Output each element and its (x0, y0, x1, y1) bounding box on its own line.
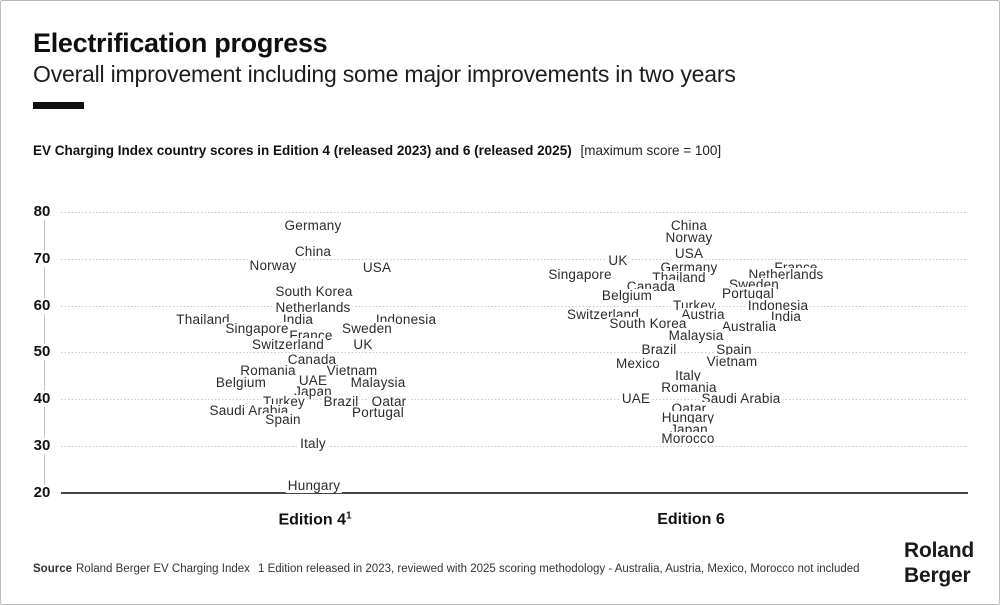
country-label-edition-6-south-korea: South Korea (607, 316, 689, 332)
edition-4-label: Edition 41 (278, 510, 351, 529)
country-label-edition-4-spain: Spain (263, 412, 303, 428)
title-accent-bar (33, 102, 84, 109)
country-label-edition-6-saudi-arabia: Saudi Arabia (699, 391, 783, 407)
country-label-edition-6-morocco: Morocco (659, 431, 717, 447)
country-label-edition-4-usa: USA (360, 260, 394, 276)
footnote: 1 Edition released in 2023, reviewed wit… (258, 563, 860, 575)
country-label-edition-4-qatar: Qatar (369, 393, 409, 409)
country-label-edition-6-china: China (668, 218, 710, 234)
country-label-edition-6-portugal: Portugal (720, 285, 776, 301)
gridline-70 (61, 258, 968, 260)
country-label-edition-4-netherlands: Netherlands (273, 300, 353, 315)
gridline-40 (61, 399, 968, 401)
chart-caption-note: [maximum score = 100] (580, 143, 722, 158)
y-tick-20: 20 (31, 483, 53, 501)
country-label-edition-4-italy: Italy (298, 435, 328, 451)
country-label-edition-4-romania: Romania (238, 363, 298, 379)
country-label-edition-6-uae: UAE (619, 391, 653, 407)
edition-4-footnote-marker: 1 (346, 510, 352, 522)
country-label-edition-4-portugal: Portugal (350, 405, 406, 421)
country-label-edition-6-australia: Australia (719, 318, 779, 334)
logo-line-2: Berger (904, 564, 971, 587)
country-label-edition-4-singapore: Singapore (223, 321, 291, 337)
country-label-edition-4-canada: Canada (285, 351, 339, 367)
country-label-edition-6-norway: Norway (663, 229, 715, 245)
country-label-edition-6-italy: Italy (673, 367, 703, 383)
x-axis-baseline (61, 491, 968, 494)
country-label-edition-6-spain: Spain (714, 342, 754, 358)
source-label: Source (33, 563, 72, 575)
country-label-edition-4-switzerland: Switzerland (250, 337, 326, 353)
country-label-edition-6-brazil: Brazil (639, 342, 679, 358)
y-tick-50: 50 (31, 343, 53, 361)
source-line: Source Roland Berger EV Charging Index (33, 563, 250, 575)
y-tick-60: 60 (31, 296, 53, 314)
country-label-edition-6-mexico: Mexico (614, 356, 662, 372)
country-label-edition-4-brazil: Brazil (321, 393, 361, 409)
country-label-edition-6-belgium: Belgium (599, 288, 655, 304)
gridline-60 (61, 305, 968, 307)
country-label-edition-4-uk: UK (351, 337, 375, 353)
country-label-edition-4-germany: Germany (282, 218, 344, 234)
country-label-edition-6-usa: USA (672, 246, 706, 262)
country-label-edition-4-uae: UAE (296, 372, 330, 388)
country-label-edition-4-vietnam: Vietnam (324, 363, 380, 379)
country-label-edition-4-thailand: Thailand (174, 311, 232, 327)
gridline-80 (61, 212, 968, 213)
country-label-edition-6-singapore: Singapore (546, 267, 614, 283)
country-label-edition-4-sweden: Sweden (340, 321, 394, 337)
country-label-edition-4-china: China (292, 243, 334, 259)
country-label-edition-4-hungary: Hungary (285, 477, 343, 493)
chart-caption-bold: EV Charging Index country scores in Edit… (33, 143, 572, 158)
edition-4-label-text: Edition 4 (278, 511, 346, 529)
edition-6-label-text: Edition 6 (657, 511, 725, 528)
y-tick-30: 30 (31, 437, 53, 455)
page-title: Electrification progress (33, 28, 328, 58)
country-label-edition-6-indonesia: Indonesia (745, 297, 811, 313)
roland-berger-logo: Roland Berger (904, 538, 974, 588)
edition-6-label: Edition 6 (657, 511, 725, 529)
country-label-edition-4-norway: Norway (247, 257, 299, 273)
page-subtitle: Overall improvement including some major… (33, 61, 736, 87)
country-label-edition-4-malaysia: Malaysia (348, 374, 408, 390)
source-text: Roland Berger EV Charging Index (76, 563, 250, 575)
y-tick-70: 70 (31, 249, 53, 267)
logo-line-1: Roland (904, 539, 974, 562)
country-label-edition-4-south-korea: South Korea (273, 283, 355, 299)
gridline-30 (61, 446, 968, 448)
country-label-edition-4-belgium: Belgium (213, 374, 269, 390)
country-label-edition-6-austria: Austria (679, 307, 727, 323)
gridline-50 (61, 352, 968, 354)
y-tick-40: 40 (31, 390, 53, 408)
country-label-edition-6-romania: Romania (659, 379, 719, 395)
country-label-edition-6-vietnam: Vietnam (704, 353, 760, 369)
chart-caption: EV Charging Index country scores in Edit… (33, 143, 721, 158)
country-label-edition-6-uk: UK (606, 253, 630, 269)
country-label-edition-6-malaysia: Malaysia (666, 328, 726, 344)
y-tick-80: 80 (31, 203, 53, 220)
country-label-edition-6-hungary: Hungary (659, 410, 717, 426)
